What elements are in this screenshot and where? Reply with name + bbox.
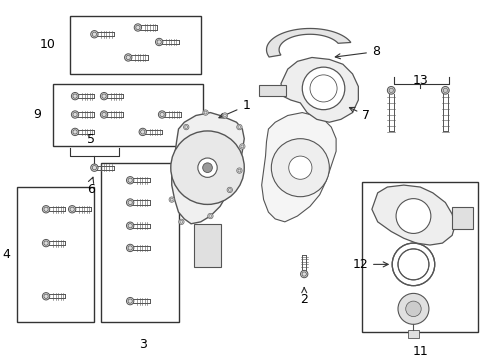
Circle shape: [42, 293, 49, 300]
PathPatch shape: [172, 113, 244, 224]
Circle shape: [126, 177, 134, 184]
Text: 2: 2: [300, 288, 308, 306]
Text: 1: 1: [219, 99, 250, 118]
Circle shape: [155, 38, 163, 46]
Circle shape: [237, 124, 242, 130]
FancyBboxPatch shape: [194, 224, 221, 267]
PathPatch shape: [281, 58, 358, 122]
Circle shape: [227, 187, 232, 193]
Bar: [452, 207, 473, 229]
PathPatch shape: [262, 113, 336, 222]
Circle shape: [72, 128, 79, 136]
Bar: [101, 163, 178, 323]
Circle shape: [237, 168, 242, 173]
Text: 11: 11: [413, 345, 428, 357]
PathPatch shape: [372, 185, 455, 245]
Circle shape: [184, 124, 189, 130]
Circle shape: [179, 219, 184, 225]
Bar: [70, 16, 201, 74]
Text: 5: 5: [88, 134, 96, 147]
Circle shape: [139, 128, 147, 136]
Circle shape: [203, 163, 212, 172]
Circle shape: [388, 86, 395, 94]
Text: 13: 13: [413, 74, 428, 87]
Circle shape: [240, 144, 245, 149]
Bar: [362, 182, 478, 332]
Circle shape: [134, 24, 142, 31]
Circle shape: [91, 164, 98, 171]
Text: 10: 10: [40, 39, 56, 51]
Circle shape: [42, 206, 49, 213]
Circle shape: [100, 93, 108, 100]
Text: 7: 7: [349, 107, 370, 122]
Circle shape: [72, 93, 79, 100]
Circle shape: [271, 139, 329, 197]
Circle shape: [398, 293, 429, 324]
Circle shape: [126, 297, 134, 305]
Bar: [17, 187, 95, 323]
Circle shape: [124, 54, 132, 61]
Circle shape: [100, 111, 108, 118]
Circle shape: [169, 197, 174, 202]
Circle shape: [302, 67, 345, 110]
Circle shape: [222, 113, 228, 118]
Circle shape: [406, 301, 421, 316]
Circle shape: [289, 156, 312, 179]
Bar: [259, 85, 286, 96]
Text: 9: 9: [33, 108, 41, 121]
Circle shape: [126, 199, 134, 206]
Bar: [53, 84, 203, 147]
Circle shape: [126, 244, 134, 252]
PathPatch shape: [267, 28, 351, 57]
Text: 8: 8: [335, 45, 380, 59]
Bar: [408, 330, 419, 338]
Circle shape: [396, 199, 431, 233]
Text: 3: 3: [139, 338, 147, 351]
Circle shape: [203, 110, 208, 115]
Circle shape: [69, 206, 76, 213]
Circle shape: [171, 131, 244, 204]
Circle shape: [72, 111, 79, 118]
Text: 4: 4: [2, 248, 10, 261]
Text: 6: 6: [88, 183, 96, 196]
Circle shape: [300, 270, 308, 278]
Text: 12: 12: [352, 258, 388, 271]
Circle shape: [208, 213, 213, 219]
Circle shape: [42, 239, 49, 247]
Circle shape: [198, 158, 217, 177]
Circle shape: [126, 222, 134, 229]
Circle shape: [441, 86, 449, 94]
Circle shape: [158, 111, 166, 118]
Circle shape: [91, 31, 98, 38]
